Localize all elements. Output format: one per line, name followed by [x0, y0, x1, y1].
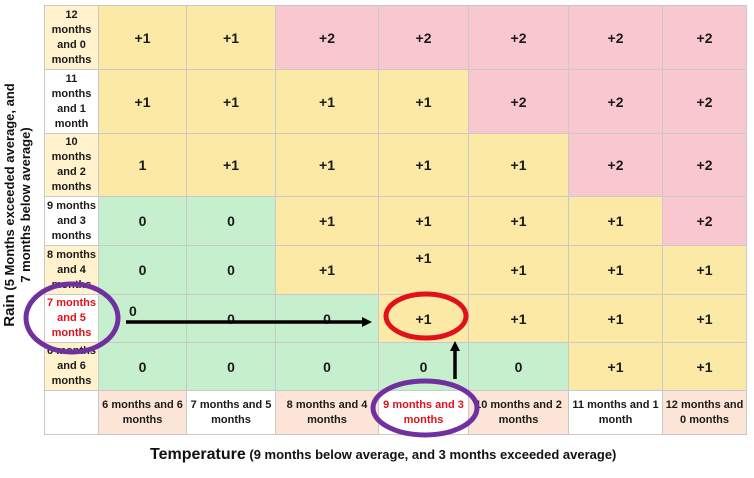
grid-cell: 0 — [276, 343, 379, 391]
grid-cell: 0 — [187, 197, 276, 246]
grid-cell: +1 — [469, 295, 569, 343]
y-axis-title: Rain (5 Months exceeded average, and 7 m… — [1, 55, 38, 355]
row-label: 11 months and 1 month — [45, 70, 99, 134]
row-label: 10 months and 2 months — [45, 134, 99, 197]
grid-cell: +1 — [379, 197, 469, 246]
lookup-grid: 12 months and 0 months +1 +1 +2 +2 +2 +2… — [44, 5, 747, 435]
corner-cell — [45, 391, 99, 435]
grid-cell: +1 — [663, 343, 747, 391]
grid-cell: +1 — [187, 6, 276, 70]
grid-cell: +1 — [276, 134, 379, 197]
grid-cell: +1 — [187, 70, 276, 134]
grid-cell: 0 — [187, 343, 276, 391]
col-label: 11 months and 1 month — [569, 391, 663, 435]
grid-cell: 0 — [99, 197, 187, 246]
grid-cell: 1 — [99, 134, 187, 197]
grid-cell: 0 — [99, 295, 187, 343]
grid-cell: +1 — [569, 343, 663, 391]
y-axis-main: Rain — [1, 294, 18, 327]
grid-cell: +1 — [379, 70, 469, 134]
grid-cell: 0 — [187, 295, 276, 343]
grid-cell: +1 — [663, 246, 747, 295]
grid-cell: +1 — [469, 134, 569, 197]
grid-cell: +2 — [663, 134, 747, 197]
x-axis-main: Temperature — [150, 446, 246, 463]
x-axis-sub: (9 months below average, and 3 months ex… — [249, 447, 617, 462]
grid-cell: +2 — [469, 6, 569, 70]
grid-cell: +1 — [99, 6, 187, 70]
grid-cell: +2 — [663, 70, 747, 134]
grid-cell: 0 — [276, 295, 379, 343]
grid-cell: +1 — [569, 295, 663, 343]
row-label: 8 months and 4 months — [45, 246, 99, 295]
grid-cell: +1 — [663, 295, 747, 343]
grid-cell: +1 — [469, 246, 569, 295]
grid-cell: +1 — [187, 134, 276, 197]
grid-cell-highlighted: +1 — [379, 295, 469, 343]
x-axis-title: Temperature (9 months below average, and… — [150, 446, 710, 464]
row-label: 6 months and 6 months — [45, 343, 99, 391]
grid-cell: +1 — [276, 197, 379, 246]
grid-cell: 0 — [99, 343, 187, 391]
grid-cell: +1 — [276, 70, 379, 134]
grid-cell: +2 — [276, 6, 379, 70]
grid-cell: +2 — [569, 70, 663, 134]
grid-cell: 0 — [379, 343, 469, 391]
col-label: 6 months and 6 months — [99, 391, 187, 435]
y-axis-sub-2: 7 months below average) — [18, 127, 33, 283]
col-label: 8 months and 4 months — [276, 391, 379, 435]
grid-cell: 0 — [99, 246, 187, 295]
grid-cell: +1 — [379, 134, 469, 197]
grid-cell: +2 — [569, 6, 663, 70]
col-label: 12 months and 0 months — [663, 391, 747, 435]
grid-cell: +1 — [569, 246, 663, 295]
row-label-highlighted: 7 months and 5 months — [45, 295, 99, 343]
grid-cell: +2 — [663, 6, 747, 70]
row-label: 12 months and 0 months — [45, 6, 99, 70]
grid-cell: 0 — [469, 343, 569, 391]
grid-cell: +2 — [569, 134, 663, 197]
grid-cell: +1 — [469, 197, 569, 246]
grid-cell: +1 — [569, 197, 663, 246]
row-label: 9 months and 3 months — [45, 197, 99, 246]
grid-cell: +1 — [99, 70, 187, 134]
grid-cell: +1 — [276, 246, 379, 295]
grid-cell: +1 — [379, 246, 469, 295]
col-label-highlighted: 9 months and 3 months — [379, 391, 469, 435]
grid-cell: +2 — [663, 197, 747, 246]
grid-cell: +2 — [469, 70, 569, 134]
grid-cell: +2 — [379, 6, 469, 70]
col-label: 10 months and 2 months — [469, 391, 569, 435]
col-label: 7 months and 5 months — [187, 391, 276, 435]
grid-cell: 0 — [187, 246, 276, 295]
y-axis-sub-1: (5 Months exceeded average, and — [2, 83, 17, 291]
